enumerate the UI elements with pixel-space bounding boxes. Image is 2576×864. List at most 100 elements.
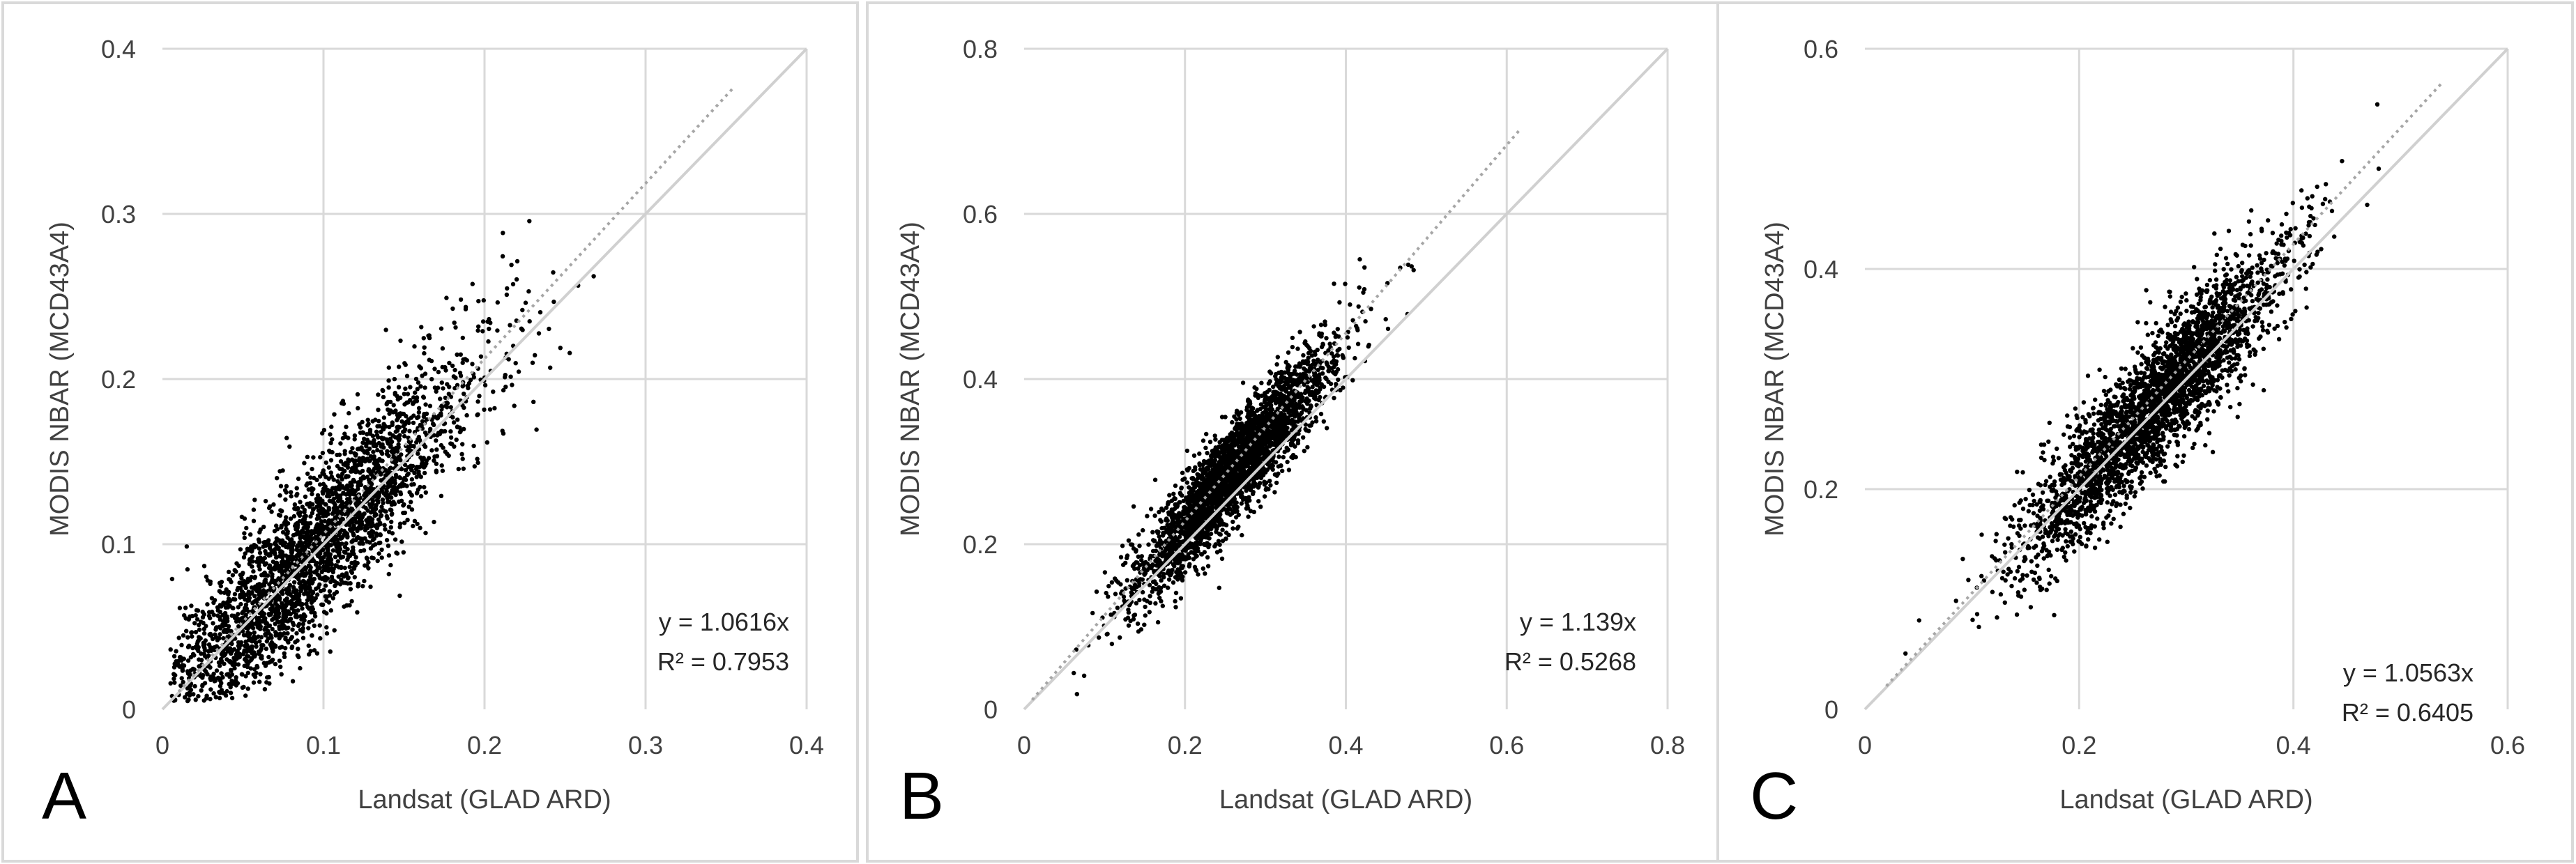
data-point [363,563,367,568]
data-point [534,427,539,432]
data-point [259,635,264,640]
data-point [1343,281,1348,286]
data-point [1106,584,1111,589]
data-point [448,405,453,410]
data-point [312,598,317,603]
data-point [406,504,411,509]
data-point [185,567,190,572]
data-point [432,385,438,390]
data-point [327,528,333,533]
data-point [379,504,384,509]
data-point [558,346,563,350]
data-point [527,219,532,224]
data-point [319,506,323,511]
data-point [203,638,208,643]
data-point [330,492,335,497]
data-point [1217,440,1222,445]
data-point [1152,513,1157,518]
data-point [347,564,352,569]
data-point [1134,601,1139,605]
data-point [261,661,266,665]
data-point [386,571,391,577]
data-point [401,411,406,417]
data-point [381,388,386,393]
data-point [288,592,293,597]
data-point [512,403,517,408]
data-point [244,525,249,531]
data-point [384,514,389,519]
data-point [201,626,206,632]
data-point [288,516,294,521]
data-point [1201,438,1206,443]
data-point [1357,285,1362,290]
data-point [404,400,409,405]
data-point [375,523,380,529]
data-point [384,538,390,543]
data-point [402,433,407,439]
data-point [1290,344,1295,350]
data-point [282,651,287,656]
data-point [1160,603,1166,608]
data-point [413,390,418,395]
data-point [1331,354,1336,359]
data-point [243,551,247,556]
data-point [352,433,358,438]
data-point [464,412,469,418]
data-point [277,597,282,602]
data-point [275,476,280,481]
data-point [368,584,373,589]
data-point [1136,629,1141,634]
data-point [224,688,229,694]
data-point [460,360,465,365]
data-point [172,665,177,670]
data-point [236,640,241,645]
data-point [264,639,269,644]
data-point [390,446,396,452]
data-point [248,532,253,537]
data-point [503,373,508,378]
data-point [395,435,400,440]
data-point [318,496,323,501]
data-point [523,300,528,305]
data-point [307,596,312,601]
data-point [302,535,307,540]
data-point [180,663,185,668]
data-point [475,460,480,465]
data-point [445,382,450,387]
data-point [364,491,369,497]
data-point [1158,518,1163,523]
data-point [341,491,346,496]
data-point [337,487,342,492]
data-point [439,326,444,331]
data-point [358,447,363,452]
data-point [1147,610,1152,615]
data-point [383,327,388,332]
data-point [1173,496,1178,501]
data-point [486,339,491,344]
data-point [386,553,392,558]
data-point [508,374,513,379]
data-point [211,691,216,696]
data-point [412,344,417,349]
data-point [360,584,365,589]
data-point [303,580,307,585]
data-point [219,671,224,676]
data-point [183,605,188,610]
data-point [451,374,457,379]
data-point [1300,359,1306,364]
y-tick-label: 0.4 [963,365,998,394]
data-point [533,353,538,357]
data-point [450,306,455,311]
data-point [356,520,360,525]
data-point [423,490,428,495]
data-point [196,694,201,699]
data-point [311,486,316,492]
data-point [454,437,459,442]
data-point [234,615,240,621]
data-point [252,674,258,679]
data-point [405,392,411,396]
data-point [504,292,510,298]
data-point [1148,594,1152,599]
data-point [1295,438,1301,443]
data-point [328,470,333,475]
